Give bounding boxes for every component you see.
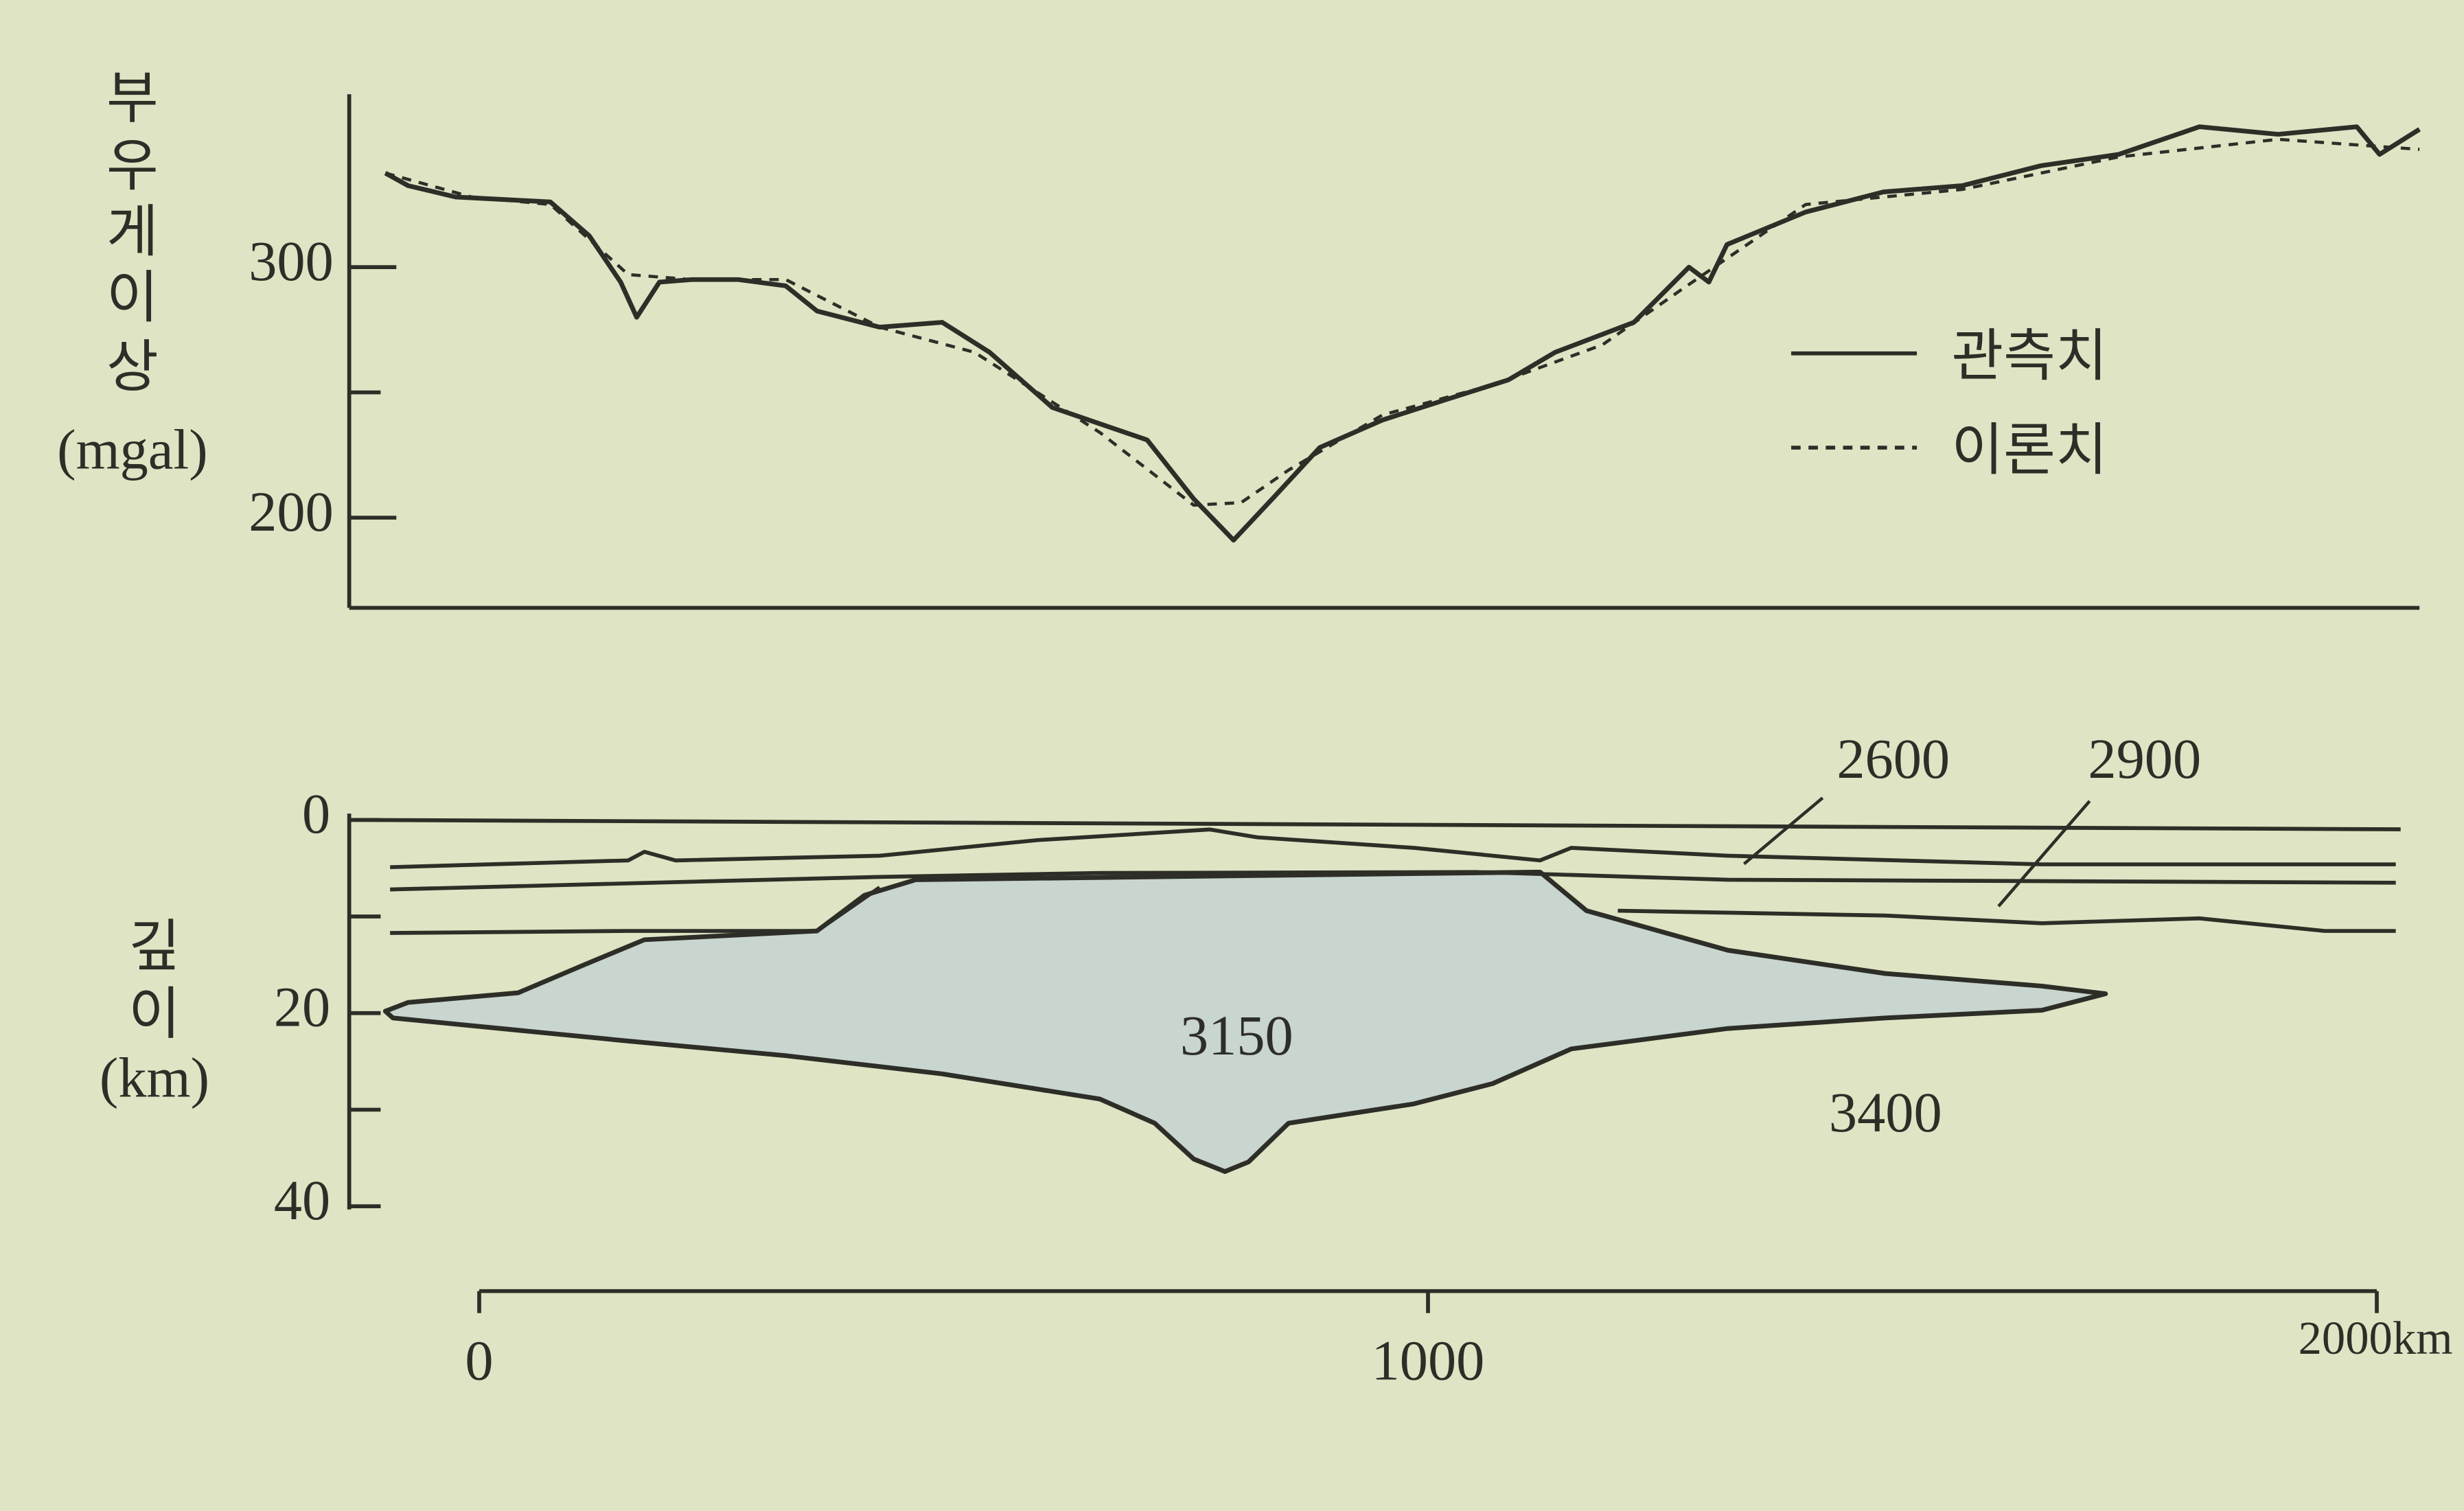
y-axis-label: 우 [106, 134, 159, 199]
x-tick-label: 1000 [1372, 1329, 1485, 1392]
body-3150 [382, 869, 2108, 1175]
y-tick-label: 40 [274, 1169, 330, 1232]
y-axis-label: 이 [128, 982, 181, 1047]
leader-line [1997, 800, 2091, 908]
y-axis-label: (km) [100, 1047, 209, 1109]
layer-label: 2900 [2088, 728, 2201, 790]
y-tick-label: 20 [274, 976, 330, 1039]
y-tick-label: 200 [249, 481, 334, 543]
legend-label: 이론치 [1951, 418, 2107, 483]
y-axis-label: 게 [106, 200, 159, 265]
layer-boundary [390, 886, 881, 935]
layer-label: 3400 [1829, 1081, 1942, 1144]
leader-line [1742, 796, 1824, 866]
y-axis-label: 부 [106, 66, 159, 131]
layer-label: 2600 [1837, 728, 1950, 790]
series-line [384, 124, 2421, 543]
legend-label: 관측치 [1951, 323, 2107, 389]
surface-line [349, 818, 2401, 831]
layer-boundary [390, 827, 2396, 870]
y-axis-label: 깊 [128, 914, 181, 980]
y-axis-label: 이 [106, 266, 159, 331]
body-label: 3150 [1180, 1004, 1293, 1067]
x-tick-label: 2000km [2299, 1312, 2453, 1364]
x-tick-label: 0 [465, 1329, 493, 1392]
layer-boundary [390, 870, 2396, 892]
series-line [384, 137, 2420, 507]
y-axis-label: (mgal) [57, 418, 208, 481]
layer-boundary [1617, 908, 2396, 933]
y-tick-label: 300 [249, 230, 334, 292]
y-axis-label: 상 [106, 334, 159, 400]
y-tick-label: 0 [302, 783, 330, 845]
